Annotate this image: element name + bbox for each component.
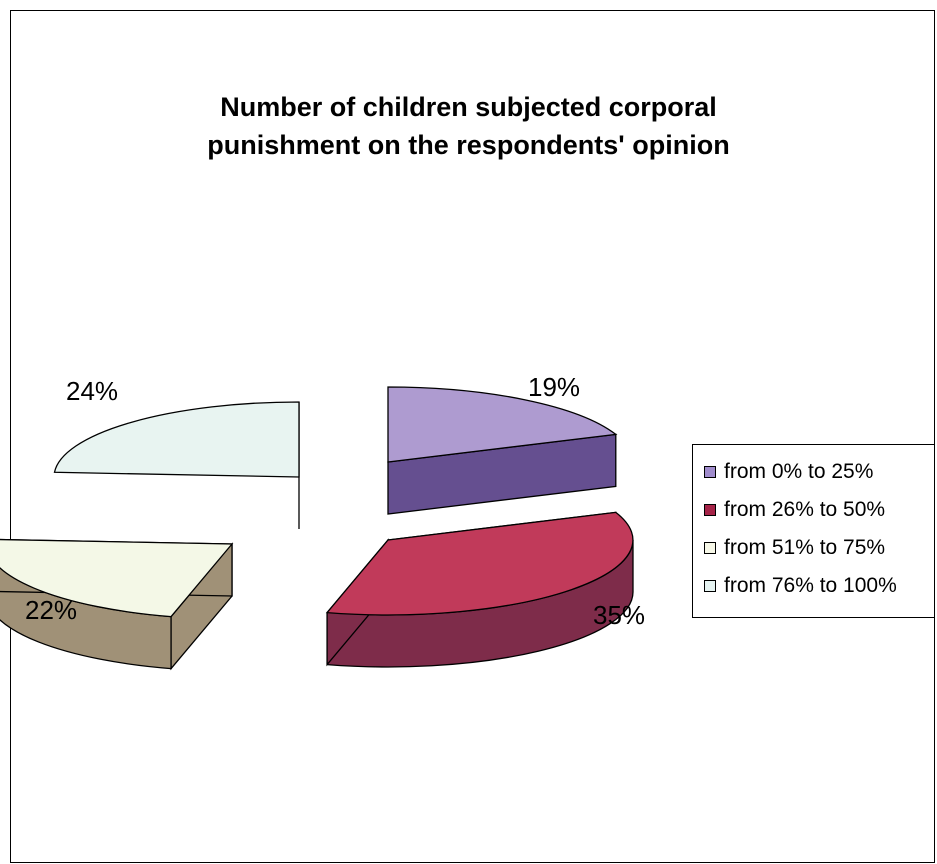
legend-label-0: from 0% to 25% (724, 460, 874, 483)
legend-label-3: from 76% to 100% (724, 574, 897, 597)
chart-title-line-1: Number of children subjected corporal (220, 92, 717, 122)
legend-swatch-0 (704, 466, 716, 478)
slice-label-3: 24% (66, 376, 119, 406)
legend-swatch-1 (704, 504, 716, 516)
legend-item-2: from 51% to 75% (704, 531, 885, 565)
legend-item-1: from 26% to 50% (704, 493, 885, 527)
pie-slice-1 (325, 511, 634, 668)
legend-label-2: from 51% to 75% (724, 536, 886, 559)
slice-1-top (325, 511, 634, 616)
slice-label-2: 22% (25, 595, 78, 625)
slice-label-1: 35% (593, 600, 646, 630)
legend-swatch-2 (704, 542, 716, 554)
slice-3-top (53, 401, 300, 478)
slice-2-top (0, 538, 234, 618)
chart-title: Number of children subjected corporal pu… (0, 88, 937, 164)
chart-title-line-2: punishment on the respondents' opinion (207, 130, 730, 160)
legend-item-0: from 0% to 25% (704, 455, 873, 489)
slice-label-0: 19% (528, 372, 581, 402)
legend: from 0% to 25% from 26% to 50% from 51% … (692, 444, 935, 618)
slice-0-top (387, 386, 618, 463)
legend-label-1: from 26% to 50% (724, 498, 886, 521)
legend-item-3: from 76% to 100% (704, 569, 897, 603)
legend-swatch-3 (704, 580, 716, 592)
pie-slice-3 (53, 401, 300, 529)
pie-slice-2 (0, 538, 234, 671)
pie-slice-0 (387, 386, 618, 515)
